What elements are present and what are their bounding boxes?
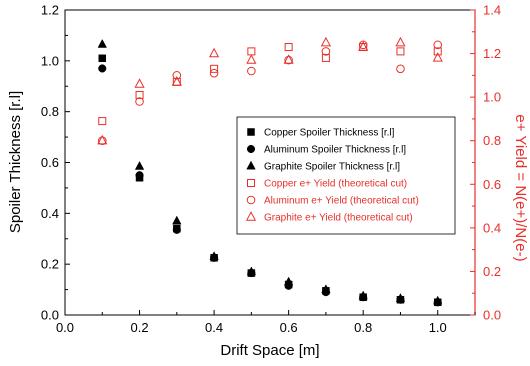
y-left-tick-label: 0.6 <box>41 155 59 170</box>
series-5-point <box>97 134 108 145</box>
series-3-point <box>433 47 442 56</box>
legend-label: Graphite Spoiler Thickness [r.l] <box>264 162 400 173</box>
series-2-point <box>134 160 145 170</box>
y-right-tick-label: 0.2 <box>483 264 501 279</box>
series-2-point <box>433 295 443 305</box>
x-tick-label: 0.4 <box>205 320 223 335</box>
legend-marker <box>245 211 257 221</box>
series-4-point <box>358 40 368 50</box>
series-5-point <box>395 36 406 47</box>
series-2-point <box>209 251 219 260</box>
x-axis-title: Drift Space [m] <box>220 342 319 359</box>
series-2-point <box>358 290 368 300</box>
series-2-point <box>246 266 257 276</box>
series-1-point <box>98 64 107 73</box>
y-left-tick-label: 0.2 <box>41 257 59 272</box>
x-tick-label: 0.6 <box>280 320 298 335</box>
series-2-point <box>395 293 406 302</box>
series-2-point <box>321 284 331 294</box>
y-left-tick-label: 0.0 <box>41 308 59 323</box>
y-left-tick-label: 1.2 <box>41 3 59 18</box>
series-5-point <box>283 54 294 64</box>
legend-marker <box>247 179 255 187</box>
series-2-point <box>172 215 182 225</box>
x-tick-label: 1.0 <box>429 320 447 335</box>
legend-label: Aluminum Spoiler Thickness [r.l] <box>264 145 406 156</box>
series-4-point <box>321 47 331 56</box>
legend-label: Aluminum e+ Yield (theoretical cut) <box>264 196 419 207</box>
series-1-point <box>135 171 144 180</box>
series-4-point <box>396 64 405 74</box>
y-right-tick-label: 0.6 <box>483 177 501 192</box>
series-5-point <box>134 78 145 88</box>
legend-label: Copper Spoiler Thickness [r.l] <box>264 128 395 139</box>
series-5-point <box>209 47 220 58</box>
x-tick-label: 0.2 <box>131 320 149 335</box>
series-4-point <box>209 68 219 78</box>
series-4-point <box>433 40 443 50</box>
series-4-point <box>135 97 144 106</box>
y-right-tick-label: 0.0 <box>483 308 501 323</box>
series-2-point <box>97 38 107 48</box>
x-tick-label: 0.0 <box>56 320 74 335</box>
series-3-point <box>321 53 330 62</box>
series-3-point <box>135 90 144 99</box>
x-tick-label: 0.8 <box>354 320 372 335</box>
series-4-point <box>172 71 182 80</box>
series-5-point <box>358 41 369 51</box>
legend-label: Copper e+ Yield (theoretical cut) <box>264 179 407 190</box>
legend-marker <box>246 160 256 170</box>
series-5-point <box>171 76 182 86</box>
series-0-point <box>98 54 107 63</box>
series-3-point <box>396 47 405 56</box>
series-2-point <box>283 276 294 286</box>
series-5-point <box>246 54 257 64</box>
y-right-tick-label: 0.8 <box>483 133 501 148</box>
y-left-tick-label: 0.8 <box>41 104 59 119</box>
y-axis-title-right: e+ Yield = N(e+)/N(e-) <box>512 114 529 261</box>
series-3-point <box>284 43 293 52</box>
series-5-point <box>320 36 331 47</box>
legend-label: Graphite e+ Yield (theoretical cut) <box>264 213 413 224</box>
y-axis-title-left: Spoiler Thickness [r.l] <box>7 91 24 233</box>
series-5-point <box>432 52 443 62</box>
legend-marker <box>246 195 256 205</box>
legend: Copper Spoiler Thickness [r.l] Aluminum S… <box>236 116 456 235</box>
series-3-point <box>247 47 256 56</box>
series-3-point <box>98 117 107 126</box>
y-left-tick-label: 1.0 <box>41 53 59 68</box>
y-right-tick-label: 1.2 <box>483 46 501 61</box>
series-3-point <box>210 64 219 73</box>
legend-marker <box>247 128 255 136</box>
legend-box <box>236 116 456 235</box>
series-1-point <box>172 225 181 234</box>
y-left-tick-label: 0.4 <box>41 206 59 221</box>
series-4-point <box>247 66 256 76</box>
y-right-tick-label: 1.4 <box>483 3 501 18</box>
legend-marker <box>246 144 256 154</box>
y-right-tick-label: 0.4 <box>483 220 501 235</box>
y-right-tick-label: 1.0 <box>483 90 501 105</box>
